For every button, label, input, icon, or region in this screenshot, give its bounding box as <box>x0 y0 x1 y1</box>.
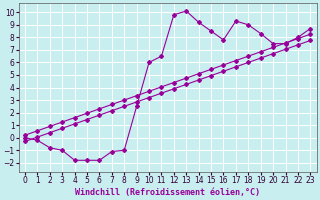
X-axis label: Windchill (Refroidissement éolien,°C): Windchill (Refroidissement éolien,°C) <box>75 188 260 197</box>
